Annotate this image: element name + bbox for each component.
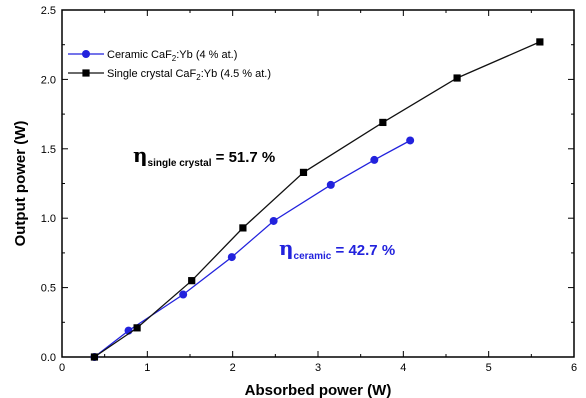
- plot-frame: [61, 9, 575, 358]
- legend-marker: [82, 69, 90, 77]
- x-tick-label: 4: [400, 362, 406, 374]
- y-axis-title: Output power (W): [12, 121, 29, 247]
- x-tick-label: 2: [230, 362, 236, 374]
- data-point: [536, 38, 544, 46]
- data-point: [179, 290, 188, 299]
- legend-marker: [82, 50, 90, 58]
- y-tick-label: 0.0: [41, 352, 56, 364]
- legend-entry: Ceramic CaF2:Yb (4 % at.): [68, 49, 237, 63]
- legend: Ceramic CaF2:Yb (4 % at.) Single crystal …: [68, 49, 271, 82]
- series-line: [94, 41, 541, 358]
- data-point: [269, 216, 278, 225]
- x-tick-label: 6: [571, 362, 577, 374]
- legend-entry: Single crystal CaF2:Yb (4.5 % at.): [68, 68, 271, 82]
- y-tick-label: 0.5: [41, 283, 56, 295]
- data-point: [188, 277, 196, 285]
- data-point: [406, 136, 415, 145]
- data-point: [90, 353, 99, 361]
- series-single-crystal: [90, 38, 544, 361]
- x-axis-title: Absorbed power (W): [245, 382, 392, 398]
- data-point: [326, 180, 335, 189]
- data-point: [299, 168, 308, 176]
- y-tick-label: 2.0: [41, 74, 56, 86]
- x-tick-label: 0: [59, 362, 65, 374]
- data-point: [370, 155, 379, 164]
- data-point: [379, 118, 387, 127]
- axes: 0 1 2 3 4 5 6 0.0 0.5 1.0 1.5 2.0 2.5 Absorbed power …: [12, 5, 577, 398]
- y-tick-label: 1.5: [41, 144, 56, 156]
- y-tick-label: 1.0: [41, 213, 56, 225]
- data-point: [453, 74, 461, 82]
- data-point: [239, 224, 247, 232]
- data-point: [133, 324, 141, 332]
- x-tick-label: 1: [144, 362, 150, 374]
- y-tick-label: 2.5: [41, 5, 56, 17]
- legend-label: Single crystal CaF2:Yb (4.5 % at.): [107, 68, 271, 82]
- annotations: ηsingle crystal = 51.7 % ηceramic = 42.7 …: [133, 143, 395, 262]
- legend-label: Ceramic CaF2:Yb (4 % at.): [107, 49, 237, 63]
- efficiency-label: ηsingle crystal = 51.7 %: [133, 143, 275, 169]
- series-layer: [90, 38, 544, 361]
- efficiency-label: ηceramic = 42.7 %: [279, 236, 395, 262]
- x-tick-label: 3: [315, 362, 321, 374]
- data-point: [227, 253, 236, 262]
- x-tick-label: 5: [486, 362, 492, 374]
